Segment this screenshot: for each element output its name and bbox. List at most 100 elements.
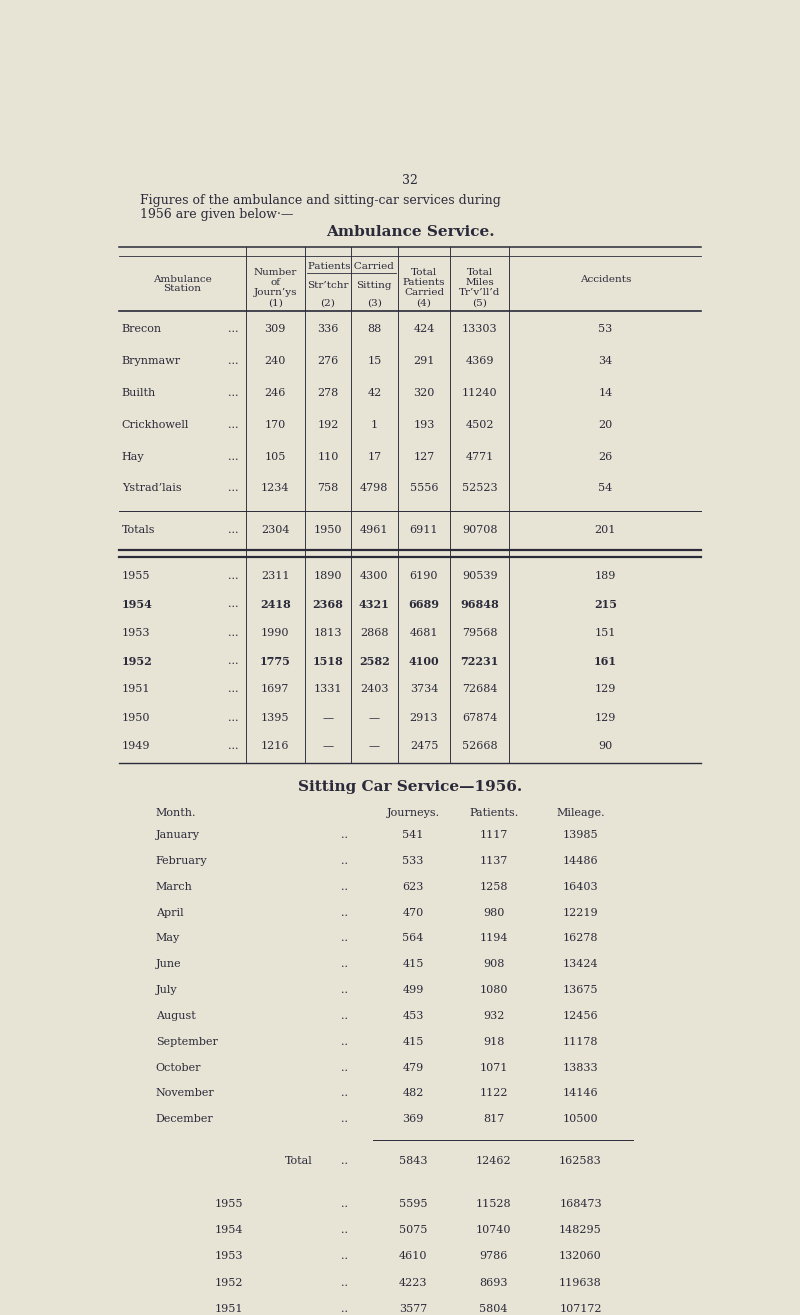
Text: 1331: 1331 [314,684,342,694]
Text: 110: 110 [317,451,338,462]
Text: ...: ... [228,713,239,723]
Text: 1194: 1194 [479,934,508,943]
Text: 13424: 13424 [562,960,598,969]
Text: (1): (1) [268,299,282,308]
Text: Number: Number [254,268,297,276]
Text: 6689: 6689 [409,598,439,610]
Text: Patients.: Patients. [469,807,518,818]
Text: 2868: 2868 [360,627,389,638]
Text: 11528: 11528 [476,1199,511,1208]
Text: 564: 564 [402,934,424,943]
Text: 72684: 72684 [462,684,498,694]
Text: 918: 918 [483,1036,504,1047]
Text: Patients Carried: Patients Carried [308,262,394,271]
Text: 415: 415 [402,960,424,969]
Text: 908: 908 [483,960,504,969]
Text: 26: 26 [598,451,613,462]
Text: (3): (3) [367,299,382,308]
Text: 1071: 1071 [479,1063,508,1073]
Text: 14486: 14486 [562,856,598,867]
Text: Total: Total [285,1156,312,1166]
Text: Sitting Car Service—1956.: Sitting Car Service—1956. [298,780,522,793]
Text: 129: 129 [594,713,616,723]
Text: Crickhowell: Crickhowell [122,419,189,430]
Text: ..: .. [342,1304,349,1314]
Text: May: May [156,934,180,943]
Text: Journeys.: Journeys. [386,807,440,818]
Text: 14146: 14146 [562,1089,598,1098]
Text: September: September [156,1036,218,1047]
Text: 4321: 4321 [359,598,390,610]
Text: Str’tchr: Str’tchr [307,281,349,289]
Text: June: June [156,960,182,969]
Text: ...: ... [228,526,239,535]
Text: 16278: 16278 [562,934,598,943]
Text: 1258: 1258 [479,882,508,892]
Text: Total: Total [411,268,437,276]
Text: 17: 17 [367,451,382,462]
Text: 161: 161 [594,656,617,667]
Text: ...: ... [228,323,239,334]
Text: —: — [369,742,380,751]
Text: 11240: 11240 [462,388,498,397]
Text: 168473: 168473 [559,1199,602,1208]
Text: 1117: 1117 [479,830,508,840]
Text: 151: 151 [594,627,616,638]
Text: 34: 34 [598,356,613,366]
Text: 42: 42 [367,388,382,397]
Text: 1953: 1953 [214,1252,243,1261]
Text: 88: 88 [367,323,382,334]
Text: ...: ... [228,451,239,462]
Text: 1950: 1950 [122,713,150,723]
Text: 3577: 3577 [399,1304,427,1314]
Text: 3734: 3734 [410,684,438,694]
Text: 1518: 1518 [313,656,343,667]
Text: 1949: 1949 [122,742,150,751]
Text: 90: 90 [598,742,613,751]
Text: 278: 278 [318,388,338,397]
Text: 2913: 2913 [410,713,438,723]
Text: 4223: 4223 [399,1278,427,1287]
Text: 415: 415 [402,1036,424,1047]
Text: ...: ... [228,656,239,665]
Text: 12462: 12462 [476,1156,511,1166]
Text: August: August [156,1011,195,1020]
Text: 1137: 1137 [479,856,508,867]
Text: 4961: 4961 [360,526,389,535]
Text: 932: 932 [483,1011,504,1020]
Text: 105: 105 [265,451,286,462]
Text: 52523: 52523 [462,484,498,493]
Text: 215: 215 [594,598,617,610]
Text: 541: 541 [402,830,424,840]
Text: 2304: 2304 [261,526,290,535]
Text: 817: 817 [483,1114,504,1124]
Text: 127: 127 [414,451,434,462]
Text: 246: 246 [265,388,286,397]
Text: Builth: Builth [122,388,156,397]
Text: 79568: 79568 [462,627,498,638]
Text: 189: 189 [594,571,616,581]
Text: November: November [156,1089,214,1098]
Text: 1990: 1990 [261,627,290,638]
Text: 1122: 1122 [479,1089,508,1098]
Text: ..: .. [342,934,349,943]
Text: ..: .. [342,907,349,918]
Text: of: of [270,277,280,287]
Text: ...: ... [228,742,239,751]
Text: ..: .. [342,960,349,969]
Text: April: April [156,907,183,918]
Text: ..: .. [342,856,349,867]
Text: Sitting: Sitting [357,281,392,289]
Text: ..: .. [342,985,349,995]
Text: Journ’ys: Journ’ys [254,288,297,297]
Text: 5843: 5843 [399,1156,427,1166]
Text: February: February [156,856,207,867]
Text: ..: .. [342,1089,349,1098]
Text: 369: 369 [402,1114,424,1124]
Text: ...: ... [228,600,239,609]
Text: ..: .. [342,1199,349,1208]
Text: Ambulance Service.: Ambulance Service. [326,225,494,239]
Text: 6911: 6911 [410,526,438,535]
Text: 119638: 119638 [559,1278,602,1287]
Text: Hay: Hay [122,451,144,462]
